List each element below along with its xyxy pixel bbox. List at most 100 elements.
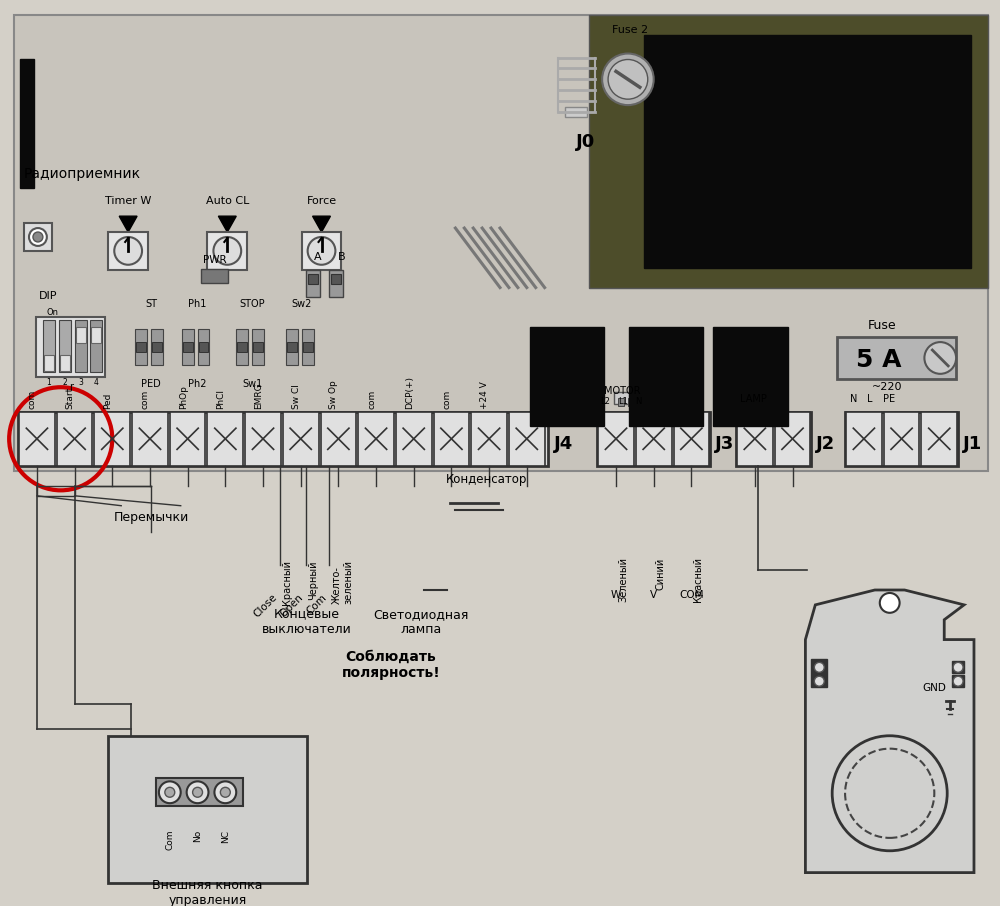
Text: ~220: ~220 <box>871 381 902 391</box>
Bar <box>952 675 964 687</box>
Bar <box>306 270 320 297</box>
Text: J0: J0 <box>576 133 596 150</box>
Bar <box>321 411 356 466</box>
Bar <box>207 411 243 466</box>
Text: Зеленый: Зеленый <box>618 557 628 602</box>
Bar <box>207 232 247 270</box>
Bar <box>884 411 919 466</box>
Bar <box>358 411 394 466</box>
Bar <box>59 321 71 371</box>
Bar <box>252 329 264 365</box>
Text: Sw Op: Sw Op <box>329 380 338 409</box>
Circle shape <box>608 60 648 99</box>
Bar <box>775 411 810 466</box>
Bar <box>182 329 194 365</box>
Text: Концевые
выключатели: Концевые выключатели <box>262 608 352 636</box>
Text: ST: ST <box>145 299 157 309</box>
Text: 3: 3 <box>78 378 83 387</box>
Bar <box>43 321 55 371</box>
Text: Желто-
зеленый: Желто- зеленый <box>331 560 353 604</box>
Polygon shape <box>119 217 137 232</box>
Bar <box>303 342 313 352</box>
Text: Force: Force <box>306 197 337 207</box>
Bar <box>471 411 507 466</box>
Bar <box>302 232 341 270</box>
Bar <box>108 232 148 270</box>
Text: Sw2: Sw2 <box>291 299 312 309</box>
Circle shape <box>953 662 963 672</box>
Bar <box>14 14 988 471</box>
Bar <box>156 778 243 806</box>
Text: PhCl: PhCl <box>216 389 225 409</box>
Text: NC: NC <box>221 830 230 843</box>
Bar <box>76 327 86 343</box>
Bar <box>628 398 634 406</box>
Bar <box>629 327 703 427</box>
Bar <box>636 411 672 466</box>
Text: N: N <box>635 397 641 406</box>
Text: MOTOR: MOTOR <box>604 386 640 396</box>
Text: B: B <box>338 252 345 262</box>
Bar <box>331 274 341 284</box>
Text: Красный: Красный <box>693 557 703 602</box>
Bar <box>236 329 248 365</box>
Text: Fuse 2: Fuse 2 <box>612 24 648 34</box>
Text: PE: PE <box>883 393 895 403</box>
Bar <box>237 342 247 352</box>
Bar <box>132 411 168 466</box>
Text: DCP(+): DCP(+) <box>405 375 414 409</box>
Bar <box>57 411 92 466</box>
Bar <box>75 321 87 371</box>
Text: LAMP: LAMP <box>740 393 767 403</box>
Bar <box>245 411 281 466</box>
Bar <box>674 411 709 466</box>
Circle shape <box>193 787 203 797</box>
Bar <box>283 411 319 466</box>
Text: EMRG: EMRG <box>254 382 263 409</box>
Text: V: V <box>650 590 657 600</box>
Circle shape <box>165 787 175 797</box>
Text: L: L <box>867 393 872 403</box>
Bar <box>199 342 208 352</box>
Text: N: N <box>850 393 857 403</box>
Bar <box>302 329 314 365</box>
Bar <box>329 270 343 297</box>
Text: Open: Open <box>278 592 305 619</box>
Bar <box>170 411 205 466</box>
Bar <box>108 736 307 882</box>
Text: Черный: Черный <box>308 560 318 600</box>
Circle shape <box>308 237 335 265</box>
Bar <box>811 660 827 687</box>
Text: L1: L1 <box>618 397 628 406</box>
Bar <box>837 337 956 379</box>
Text: Светодиодная
лампа: Светодиодная лампа <box>373 608 468 636</box>
Text: STOP: STOP <box>239 299 265 309</box>
Bar <box>308 274 318 284</box>
Bar <box>253 342 263 352</box>
Text: Close: Close <box>252 592 279 620</box>
Text: r: r <box>69 381 73 391</box>
Text: com: com <box>442 390 451 409</box>
Bar <box>598 411 634 466</box>
Text: Com: Com <box>165 830 174 851</box>
Circle shape <box>159 781 181 804</box>
Text: Соблюдать
полярность!: Соблюдать полярность! <box>342 651 440 680</box>
Bar <box>183 342 193 352</box>
Text: Auto CL: Auto CL <box>206 197 249 207</box>
Text: PED: PED <box>141 379 161 389</box>
Circle shape <box>924 342 956 374</box>
Bar <box>44 355 54 371</box>
Bar <box>19 411 55 466</box>
Text: Синий: Синий <box>656 557 666 590</box>
Bar <box>286 329 298 365</box>
Text: W: W <box>611 590 621 600</box>
Bar <box>434 411 469 466</box>
Bar <box>90 321 102 371</box>
Bar <box>845 411 958 466</box>
Circle shape <box>220 787 230 797</box>
Bar <box>736 411 811 466</box>
Bar <box>135 329 147 365</box>
Polygon shape <box>218 217 236 232</box>
Bar <box>91 327 101 343</box>
Bar <box>737 411 773 466</box>
